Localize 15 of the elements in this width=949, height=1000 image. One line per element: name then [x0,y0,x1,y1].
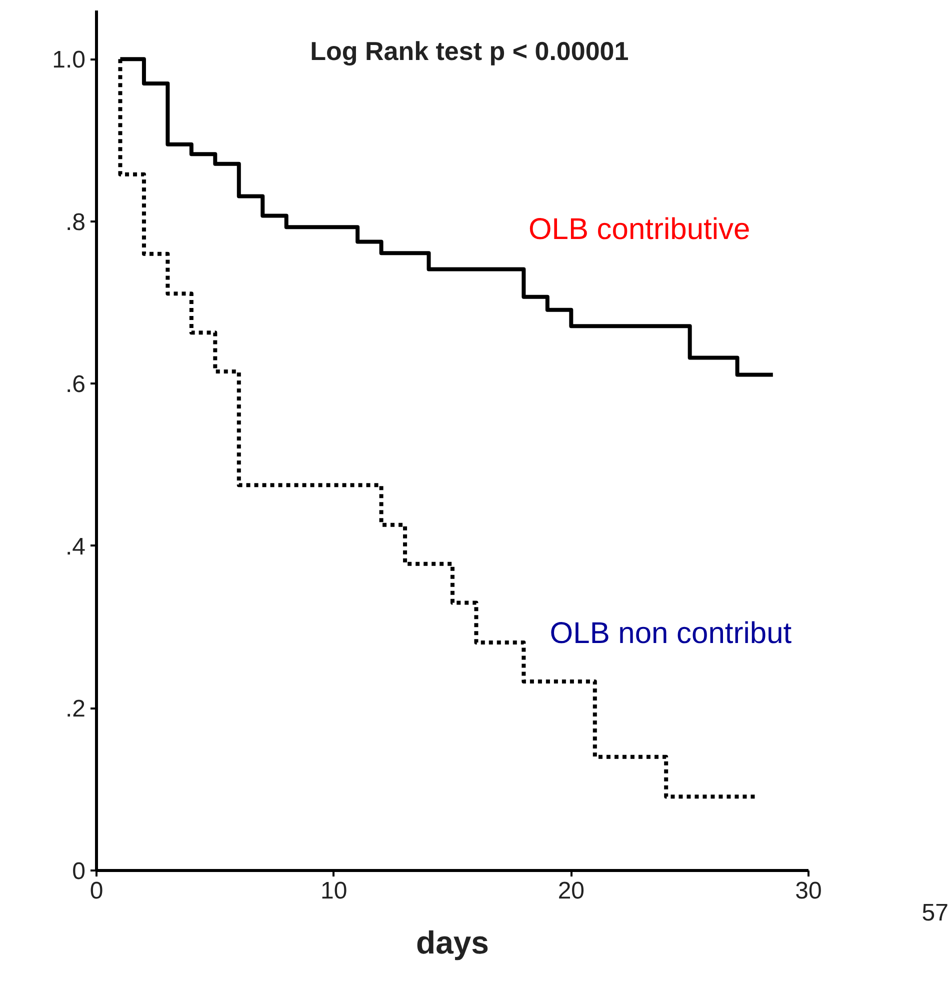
text: 57 [922,900,949,926]
y-tick-label: 1.0 [52,46,86,74]
y-tick-label: 0 [72,858,86,885]
y-tick-label: .8 [65,208,86,236]
y-tick-label: .4 [65,533,86,560]
y-tick-label: .2 [65,696,86,723]
series-label: OLB non contribut [550,617,792,650]
annotation: Log Rank test p < 0.00001 [310,36,629,66]
y-tick-label: .6 [65,371,86,398]
x-tick-label: 30 [795,878,822,904]
x-tick-label: 20 [558,878,585,904]
x-axis-title: days [416,924,489,960]
series-label: OLB contributive [528,213,750,246]
x-tick-label: 0 [90,878,104,904]
x-tick-label: 10 [320,878,348,904]
